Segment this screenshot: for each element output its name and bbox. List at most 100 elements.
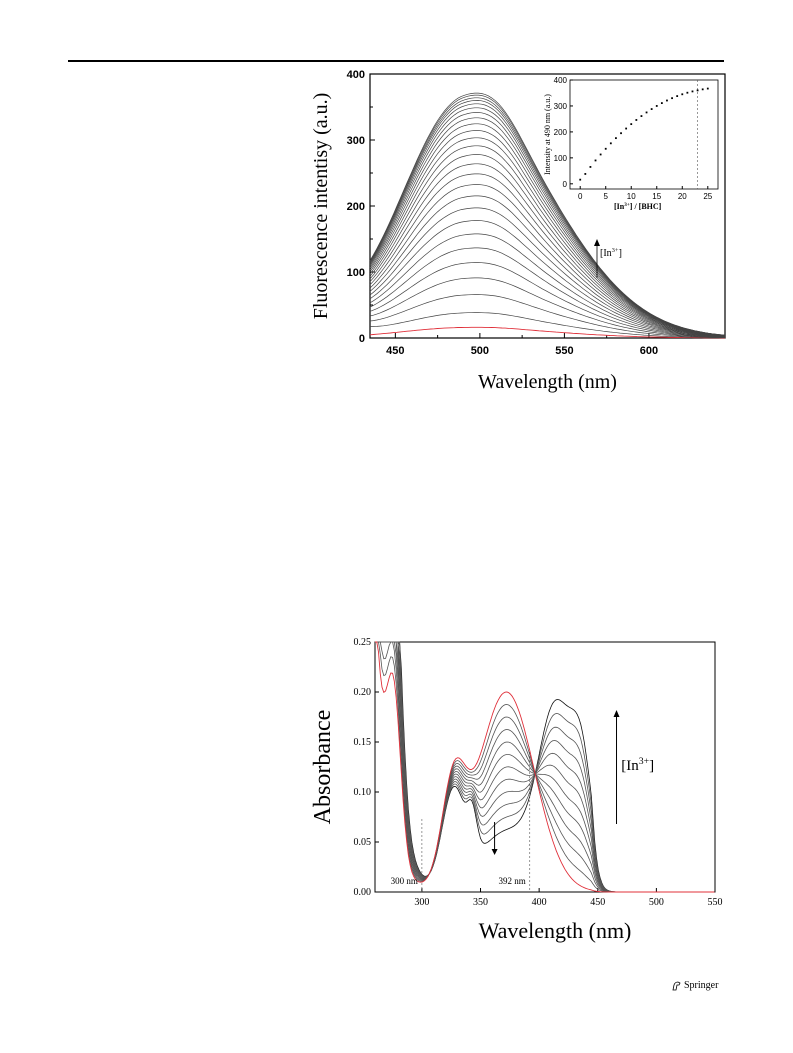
inset-point-7 bbox=[609, 142, 612, 145]
in3-annotation: [In3+] bbox=[600, 247, 622, 259]
absorbance-chart: 0.00 0.05 0.10 0.15 0.20 0.25 300 350 400 450 500 5… bbox=[310, 637, 723, 943]
x-tick-label: 450 bbox=[590, 897, 605, 908]
x-tick-label: 350 bbox=[473, 897, 488, 908]
inset-point-14 bbox=[645, 111, 648, 114]
inset-point-19 bbox=[671, 97, 673, 100]
inset-point-25 bbox=[701, 88, 704, 91]
x-tick-label: 400 bbox=[532, 897, 547, 908]
inset-x-tick-label: 25 bbox=[703, 192, 712, 201]
y-axis-label: Fluorescence intentisy (a.u.) bbox=[310, 93, 332, 320]
inset-point-6 bbox=[604, 147, 607, 150]
y-tick-label: 0 bbox=[359, 333, 365, 345]
spectrum-line-14 bbox=[369, 154, 726, 337]
inset-point-26 bbox=[706, 87, 709, 90]
spectrum-line-1 bbox=[369, 326, 725, 339]
spectrum-line-6 bbox=[375, 641, 715, 893]
inset-point-10 bbox=[625, 127, 628, 130]
inset-point-18 bbox=[666, 99, 668, 102]
x-tick-label: 300 bbox=[414, 897, 429, 908]
inset-x-tick-label: 15 bbox=[652, 192, 661, 201]
spectrum-line-16 bbox=[369, 137, 726, 337]
inset-point-1 bbox=[579, 178, 582, 181]
inset-point-5 bbox=[599, 153, 602, 156]
spectra-group bbox=[369, 92, 726, 339]
x-tick-label: 450 bbox=[386, 345, 404, 357]
inset-y-tick-label: 200 bbox=[554, 128, 568, 137]
inset-point-8 bbox=[615, 137, 617, 140]
y-tick-label: 0.20 bbox=[354, 687, 372, 698]
inset-x-axis-label: [In3+] / [BHC] bbox=[614, 202, 662, 211]
x-tick-label: 550 bbox=[555, 345, 573, 357]
publisher-logo: Springer bbox=[672, 980, 718, 991]
spectra-group bbox=[375, 641, 715, 893]
spectrum-line-10 bbox=[369, 195, 726, 337]
spectrum-line-26 bbox=[369, 92, 726, 336]
inset-point-4 bbox=[594, 159, 597, 162]
x-axis-label: Wavelength (nm) bbox=[478, 371, 617, 393]
spectrum-line-9 bbox=[369, 207, 726, 337]
x-axis-label: Wavelength (nm) bbox=[479, 918, 632, 943]
spectrum-line-11 bbox=[369, 184, 726, 337]
absorbance-figure: 0.00 0.05 0.10 0.15 0.20 0.25 300 350 400 450 500 5… bbox=[300, 630, 740, 960]
fluorescence-figure: 0 100 200 300 400 450 5 0 0 550 600 Wavelength (nm)… bbox=[300, 62, 740, 402]
inset-y-tick-label: 300 bbox=[554, 102, 568, 111]
y-tick-label: 200 bbox=[347, 201, 365, 213]
inset-point-15 bbox=[650, 108, 653, 110]
y-tick-label: 0.10 bbox=[354, 787, 372, 798]
spectrum-line-18 bbox=[369, 123, 726, 336]
x-tick-label: 550 bbox=[708, 897, 723, 908]
y-tick-label: 300 bbox=[347, 135, 365, 147]
increase-arrow-head bbox=[594, 239, 600, 246]
x-tick-label: 500 bbox=[649, 897, 664, 908]
inset-x-tick-label: 5 bbox=[603, 192, 608, 201]
spectrum-line-13 bbox=[369, 163, 726, 337]
inset-point-23 bbox=[691, 90, 694, 93]
publisher-name: Springer bbox=[684, 980, 719, 991]
y-tick-label: 0.05 bbox=[354, 837, 372, 848]
in3-annotation: [In3+] bbox=[621, 756, 654, 774]
inset-point-22 bbox=[686, 91, 689, 94]
spectrum-line-5 bbox=[369, 262, 726, 338]
spectrum-line-8 bbox=[369, 220, 726, 338]
spectrum-line-4 bbox=[369, 277, 726, 338]
springer-horse-icon bbox=[672, 981, 681, 990]
plot-frame bbox=[374, 641, 716, 893]
inset-x-tick-label: 0 bbox=[578, 192, 583, 201]
spectrum-line-3 bbox=[369, 294, 726, 338]
inset-frame bbox=[569, 79, 719, 190]
inset-y-tick-label: 100 bbox=[554, 154, 568, 163]
increase-arrow-head bbox=[613, 710, 620, 717]
y-tick-label: 0.25 bbox=[354, 637, 372, 648]
page-header-rule bbox=[68, 60, 724, 62]
spectrum-line-2 bbox=[369, 312, 725, 339]
inset-point-13 bbox=[640, 115, 643, 117]
spectrum-line-6 bbox=[369, 247, 726, 338]
inset-point-17 bbox=[660, 102, 663, 104]
x-tick-label: 600 bbox=[640, 345, 658, 357]
y-tick-label: 0.00 bbox=[354, 887, 372, 898]
spectrum-line-7 bbox=[369, 233, 726, 338]
inset-point-21 bbox=[681, 93, 684, 96]
inset-y-axis-label: Intensity at 490 nm (a.u.) bbox=[543, 94, 552, 175]
decrease-arrow-head bbox=[491, 849, 498, 855]
inset-point-11 bbox=[630, 123, 633, 126]
y-tick-label: 0.15 bbox=[354, 737, 372, 748]
y-axis-label: Absorbance bbox=[310, 710, 336, 825]
fluorescence-chart: 0 100 200 300 400 450 5 0 0 550 600 Wavelength (nm)… bbox=[310, 69, 726, 393]
spectrum-line-15 bbox=[369, 145, 726, 337]
inset-y-tick-label: 400 bbox=[554, 76, 568, 85]
inset-y-tick-label: 0 bbox=[563, 180, 568, 189]
inset-x-tick-label: 10 bbox=[627, 192, 636, 201]
y-tick-label: 400 bbox=[347, 69, 365, 81]
inset-point-20 bbox=[676, 95, 679, 97]
spectrum-line-17 bbox=[369, 130, 726, 336]
free-ligand-spectrum bbox=[375, 641, 715, 893]
inset-point-3 bbox=[589, 166, 592, 168]
spectrum-line-12 bbox=[369, 173, 726, 337]
isosbestic-label-2: 392 nm bbox=[498, 876, 525, 886]
inset-point-12 bbox=[635, 119, 638, 121]
y-tick-label: 100 bbox=[347, 267, 365, 279]
inset-point-16 bbox=[655, 105, 658, 107]
isosbestic-label-1: 300 nm bbox=[391, 876, 418, 886]
inset-point-9 bbox=[620, 132, 622, 135]
